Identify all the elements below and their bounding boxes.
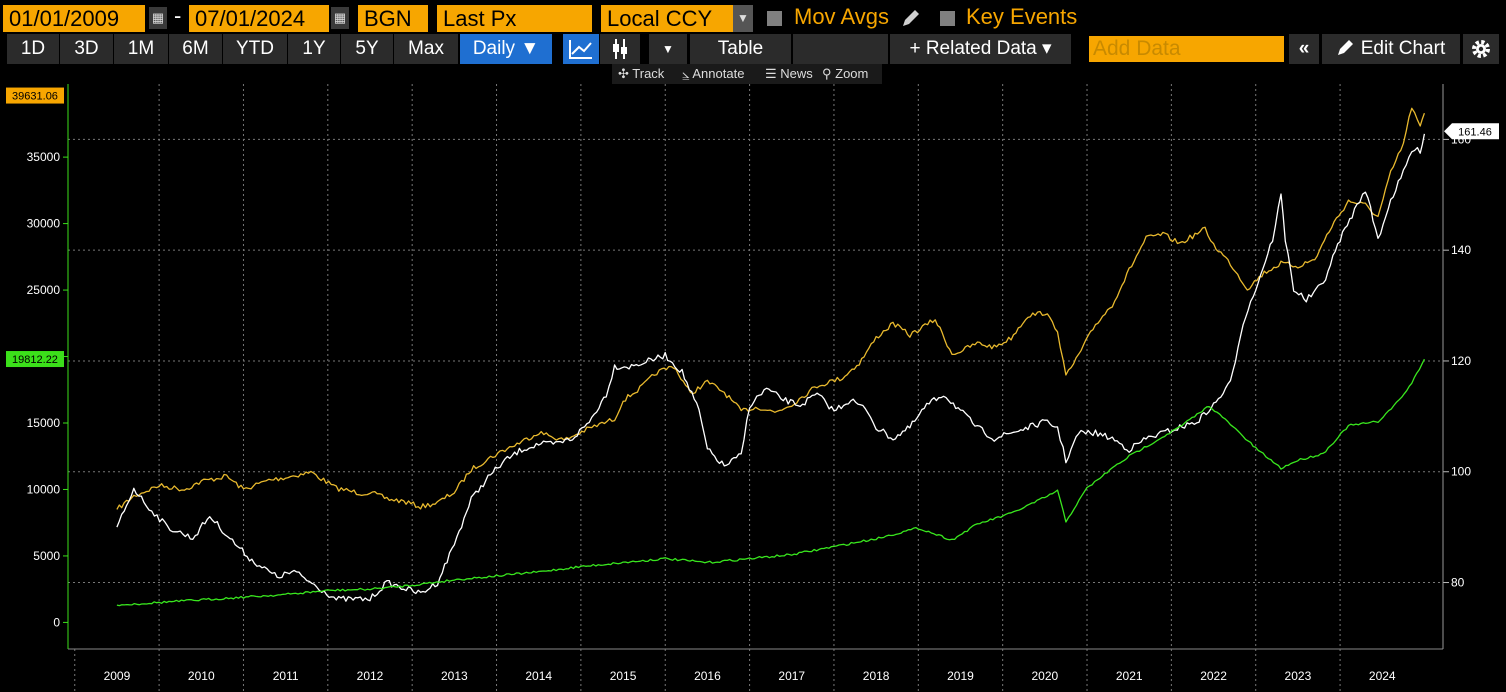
table-button[interactable]: Table bbox=[690, 34, 791, 64]
yellow-last-value-label-bg bbox=[6, 87, 64, 104]
x-tick-label: 2018 bbox=[863, 669, 890, 683]
x-tick-label: 2015 bbox=[610, 669, 637, 683]
range-5y-button[interactable]: 5Y bbox=[341, 34, 393, 64]
x-tick-label: 2012 bbox=[357, 669, 384, 683]
calendar-icon[interactable]: ▦ bbox=[149, 7, 167, 29]
range-toolbar: 1D 3D 1M 6M YTD 1Y 5Y Max Daily ▼ ▼ Tabl… bbox=[0, 34, 1506, 64]
left-tick-label: 30000 bbox=[27, 217, 61, 231]
left-tick-label: 5000 bbox=[33, 549, 60, 563]
white-last-value-label: 161.46 bbox=[1458, 126, 1492, 138]
green-last-value-label-bg bbox=[6, 351, 64, 368]
x-tick-label: 2011 bbox=[273, 669, 299, 683]
x-tick-label: 2023 bbox=[1285, 669, 1312, 683]
track-label: Track bbox=[632, 66, 665, 81]
gear-icon[interactable] bbox=[1463, 34, 1499, 64]
zoom-tool[interactable]: ⚲ Zoom bbox=[822, 66, 869, 81]
double-chevron-left-icon[interactable]: « bbox=[1289, 34, 1319, 64]
related-data-dropdown[interactable]: + Related Data ▾ bbox=[890, 34, 1071, 64]
right-tick-label: 120 bbox=[1451, 354, 1471, 368]
left-tick-label: 10000 bbox=[27, 482, 61, 496]
yellow-price-line bbox=[116, 107, 1426, 510]
price-chart[interactable]: 2009 2010 2011 2012 2013 2014 2015 2016 2017 2018… bbox=[0, 84, 1506, 692]
key-events-checkbox[interactable] bbox=[940, 11, 955, 26]
start-date-field[interactable]: 01/01/2009 bbox=[3, 5, 145, 32]
edit-chart-button[interactable]: Edit Chart bbox=[1322, 34, 1460, 64]
pencil-icon bbox=[1337, 40, 1353, 55]
x-tick-label: 2009 bbox=[104, 669, 131, 683]
right-tick-label: 80 bbox=[1451, 576, 1465, 590]
key-events-label: Key Events bbox=[966, 4, 1078, 29]
range-1d-button[interactable]: 1D bbox=[7, 34, 59, 64]
chart-settings-bar: 01/01/2009 ▦ - 07/01/2024 ▦ BGN Last Px … bbox=[0, 0, 1506, 36]
date-separator: - bbox=[174, 3, 182, 28]
pencil-icon[interactable] bbox=[900, 9, 922, 29]
range-ytd-button[interactable]: YTD bbox=[223, 34, 287, 64]
edit-chart-label: Edit Chart bbox=[1360, 38, 1446, 59]
end-date-field[interactable]: 07/01/2024 bbox=[189, 5, 329, 32]
range-max-button[interactable]: Max bbox=[394, 34, 458, 64]
x-tick-label: 2016 bbox=[694, 669, 721, 683]
periodicity-dropdown[interactable]: Daily ▼ bbox=[460, 34, 552, 64]
field-selector[interactable]: Last Px bbox=[437, 5, 592, 32]
range-1m-button[interactable]: 1M bbox=[114, 34, 168, 64]
left-tick-label: 35000 bbox=[27, 150, 61, 164]
x-tick-label: 2019 bbox=[947, 669, 974, 683]
calendar-icon[interactable]: ▦ bbox=[331, 7, 349, 29]
white-price-line bbox=[116, 133, 1426, 602]
annotate-label: Annotate bbox=[692, 66, 745, 81]
white-last-value-bg bbox=[1444, 123, 1499, 140]
x-tick-label: 2020 bbox=[1031, 669, 1058, 683]
source-field[interactable]: BGN bbox=[358, 5, 428, 32]
x-tick-label: 2017 bbox=[778, 669, 805, 683]
x-tick-label: 2010 bbox=[188, 669, 215, 683]
left-tick-label: 0 bbox=[53, 615, 60, 629]
x-tick-label: 2014 bbox=[525, 669, 552, 683]
mov-avgs-checkbox[interactable] bbox=[767, 11, 782, 26]
green-last-value-label: 19812.22 bbox=[12, 354, 58, 366]
news-tool[interactable]: ☰ News bbox=[765, 66, 813, 81]
news-label: News bbox=[780, 66, 813, 81]
chart-type-dropdown[interactable]: ▼ bbox=[649, 34, 687, 64]
mov-avgs-label: Mov Avgs bbox=[794, 4, 889, 29]
x-tick-label: 2024 bbox=[1369, 669, 1396, 683]
range-3d-button[interactable]: 3D bbox=[60, 34, 113, 64]
x-tick-label: 2013 bbox=[441, 669, 468, 683]
currency-field[interactable]: Local CCY bbox=[601, 5, 733, 32]
annotate-tool[interactable]: ⦥ Annotate bbox=[682, 66, 745, 81]
left-tick-label: 25000 bbox=[27, 283, 61, 297]
right-tick-label: 100 bbox=[1451, 465, 1471, 479]
range-6m-button[interactable]: 6M bbox=[169, 34, 222, 64]
x-tick-label: 2022 bbox=[1200, 669, 1227, 683]
x-tick-label: 2021 bbox=[1116, 669, 1143, 683]
add-data-input[interactable]: Add Data bbox=[1089, 36, 1284, 62]
currency-dropdown-button[interactable]: ▼ bbox=[733, 5, 753, 32]
zoom-label: Zoom bbox=[835, 66, 869, 81]
line-chart-icon[interactable] bbox=[563, 34, 599, 64]
right-tick-label: 140 bbox=[1451, 243, 1471, 257]
candle-icon[interactable] bbox=[600, 34, 640, 64]
left-tick-label: 15000 bbox=[27, 416, 61, 430]
yellow-last-value-label: 39631.06 bbox=[12, 91, 58, 103]
green-price-line bbox=[116, 358, 1425, 607]
track-tool[interactable]: ✣ Track bbox=[618, 66, 665, 81]
chart-tools-bar: ✣ Track ⦥ Annotate ☰ News ⚲ Zoom bbox=[612, 64, 882, 84]
toolbar-spacer bbox=[793, 34, 888, 64]
range-1y-button[interactable]: 1Y bbox=[288, 34, 340, 64]
